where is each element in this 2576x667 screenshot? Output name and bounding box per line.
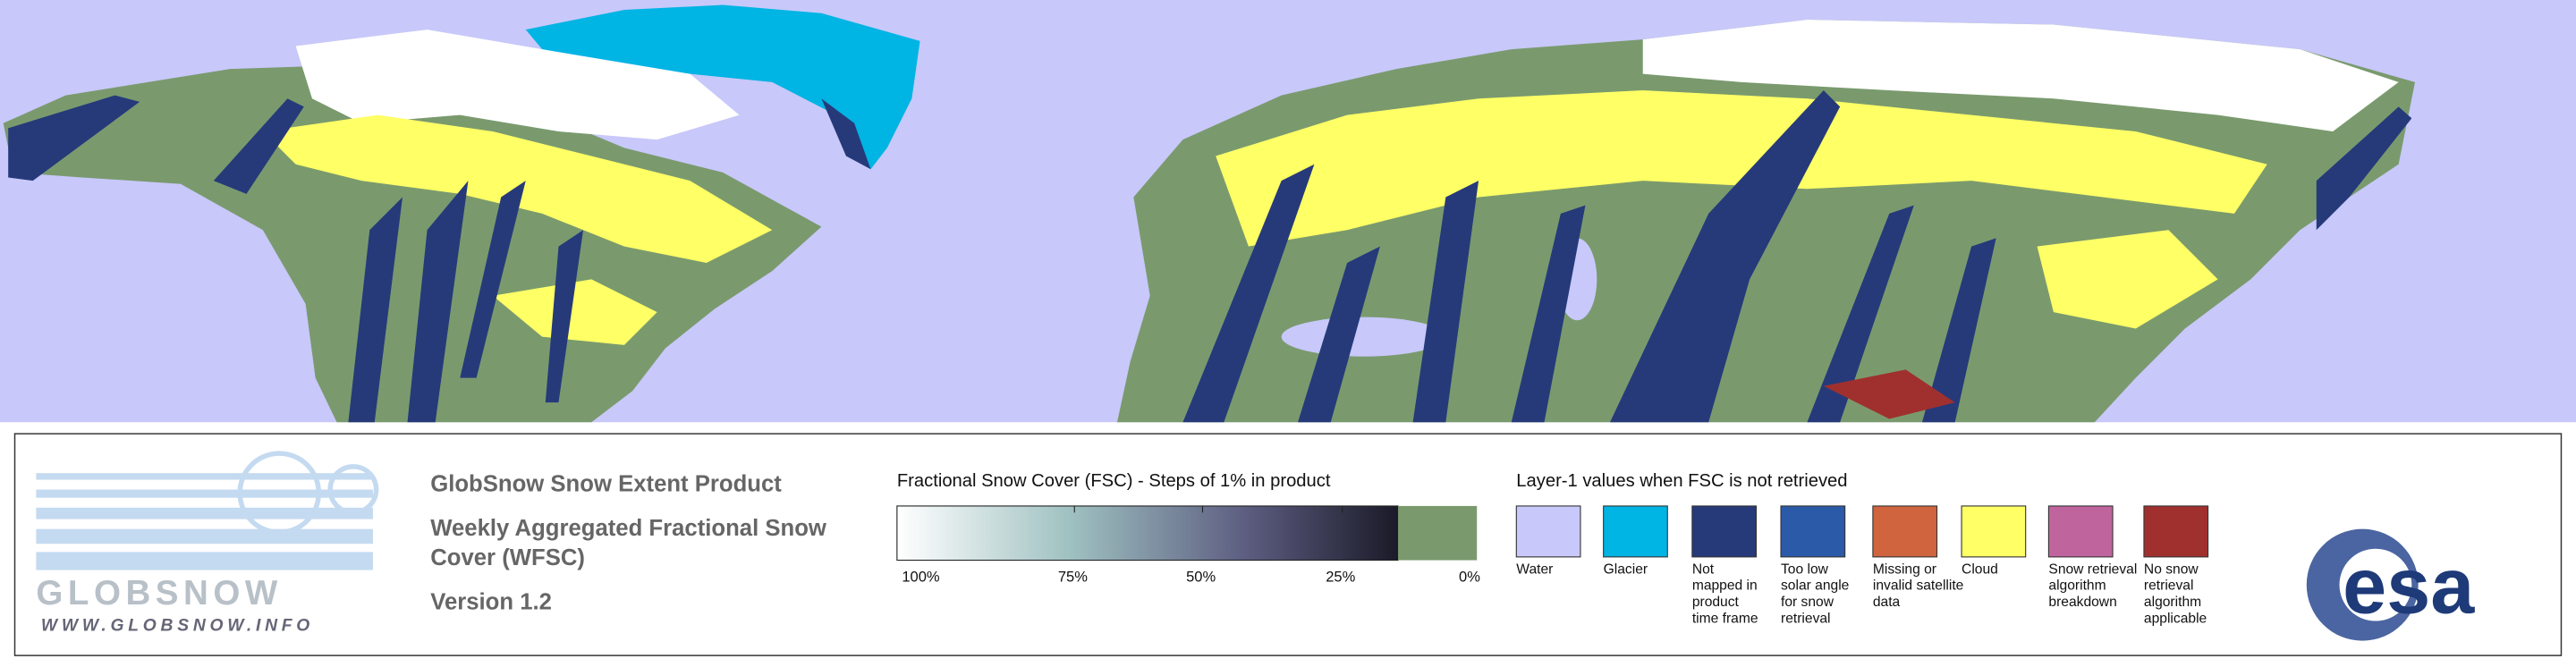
eurasia-cloud bbox=[1216, 90, 2267, 247]
fsc-label: 100% bbox=[902, 568, 940, 585]
swath bbox=[2316, 106, 2412, 231]
logo-name: GLOBSNOW bbox=[36, 574, 282, 612]
layer1-label: retrieval bbox=[2144, 578, 2194, 594]
layer1-label: mapped in bbox=[1692, 578, 1758, 594]
stripe bbox=[36, 489, 373, 498]
na-cloud-south bbox=[493, 279, 657, 345]
layer1-label: applicable bbox=[2144, 611, 2207, 626]
fsc-colorbar bbox=[896, 505, 1399, 561]
product-subtitle: Cover (WFSC) bbox=[430, 545, 585, 570]
layer1-label: for snow bbox=[1781, 595, 1835, 610]
fsc-label: 50% bbox=[1186, 568, 1216, 585]
mediterranean bbox=[1281, 317, 1446, 357]
unmapped-swaths bbox=[8, 90, 2412, 423]
product-title: GlobSnow Snow Extent Product bbox=[430, 471, 782, 496]
layer1-label: Snow retrieval bbox=[2048, 561, 2137, 577]
swath bbox=[213, 98, 304, 194]
greenland bbox=[525, 4, 920, 170]
swath bbox=[821, 98, 871, 170]
stripe bbox=[36, 507, 373, 519]
layer1-swatch bbox=[2143, 505, 2209, 558]
layer1-legend: Layer-1 values when FSC is not retrieved… bbox=[1515, 471, 2209, 626]
layer1-label: algorithm bbox=[2144, 595, 2201, 610]
agency-name: esa bbox=[2343, 541, 2475, 629]
fsc-zero-swatch bbox=[1398, 505, 1478, 561]
layer1-label: Too low bbox=[1781, 561, 1829, 577]
na-white-north bbox=[295, 30, 740, 140]
map bbox=[0, 0, 2576, 423]
logo-stripes bbox=[36, 473, 373, 570]
stripe bbox=[36, 552, 373, 570]
swath bbox=[545, 230, 584, 403]
stripe bbox=[36, 473, 373, 480]
swath bbox=[1182, 164, 1315, 423]
swath bbox=[460, 181, 526, 378]
product-version: Version 1.2 bbox=[430, 590, 552, 615]
layer1-label: Glacier bbox=[1604, 561, 1648, 577]
fsc-label: 25% bbox=[1326, 568, 1355, 585]
himalaya-missing bbox=[1823, 369, 1955, 419]
swath bbox=[348, 197, 402, 423]
esa-logo: esa bbox=[2306, 528, 2475, 641]
layer1-swatch bbox=[1603, 505, 1668, 558]
layer1-label: time frame bbox=[1692, 611, 1758, 626]
fsc-labels: 100% 75% 50% 25% 0% bbox=[902, 505, 1480, 585]
eurasia-cloud-south bbox=[2037, 230, 2218, 329]
layer1-swatch bbox=[1515, 505, 1581, 558]
layer1-label: data bbox=[1873, 595, 1901, 610]
globsnow-logo: GLOBSNOW WWW.GLOBSNOW.INFO bbox=[36, 451, 379, 636]
product-info: GlobSnow Snow Extent Product Weekly Aggr… bbox=[430, 471, 827, 614]
fsc-label: 75% bbox=[1058, 568, 1088, 585]
layer1-label: invalid satellite bbox=[1873, 578, 1963, 594]
layer1-label: product bbox=[1692, 595, 1740, 610]
swath bbox=[1610, 90, 1841, 423]
layer1-label: Not bbox=[1692, 561, 1715, 577]
layer1-label: No snow bbox=[2144, 561, 2199, 577]
swath bbox=[1921, 238, 1996, 423]
product-subtitle: Weekly Aggregated Fractional Snow bbox=[430, 516, 827, 541]
fsc-title: Fractional Snow Cover (FSC) - Steps of 1… bbox=[897, 471, 1331, 491]
esa-circle-inner bbox=[2339, 548, 2412, 621]
swath bbox=[1511, 205, 1586, 423]
swath bbox=[1412, 181, 1479, 423]
layer1-swatch bbox=[1780, 505, 1846, 558]
layer1-label: retrieval bbox=[1781, 611, 1831, 626]
layer1-swatch bbox=[1872, 505, 1938, 558]
logo-url: WWW.GLOBSNOW.INFO bbox=[41, 617, 314, 636]
snowflake bbox=[327, 464, 379, 516]
swath bbox=[8, 95, 140, 182]
snowflake bbox=[237, 451, 322, 536]
swath bbox=[407, 181, 469, 423]
layer1-label: Cloud bbox=[1962, 561, 1998, 577]
layer1-swatch bbox=[1691, 505, 1758, 558]
layer1-label: algorithm bbox=[2048, 578, 2106, 594]
fsc-label: 0% bbox=[1459, 568, 1480, 585]
fsc-scale: Fractional Snow Cover (FSC) - Steps of 1… bbox=[896, 471, 1480, 585]
swath bbox=[1298, 246, 1380, 423]
layer1-label: Missing or bbox=[1873, 561, 1936, 577]
swath bbox=[1807, 205, 1914, 423]
layer1-title: Layer-1 values when FSC is not retrieved bbox=[1516, 471, 1847, 491]
stripe bbox=[36, 528, 373, 545]
layer1-swatch bbox=[2047, 505, 2114, 558]
eurasia-white-north bbox=[1642, 20, 2399, 131]
layer1-label: Water bbox=[1516, 561, 1553, 577]
layer1-swatch bbox=[1961, 505, 2027, 558]
layer1-label: solar angle bbox=[1781, 578, 1849, 594]
layer1-label: breakdown bbox=[2048, 595, 2116, 610]
